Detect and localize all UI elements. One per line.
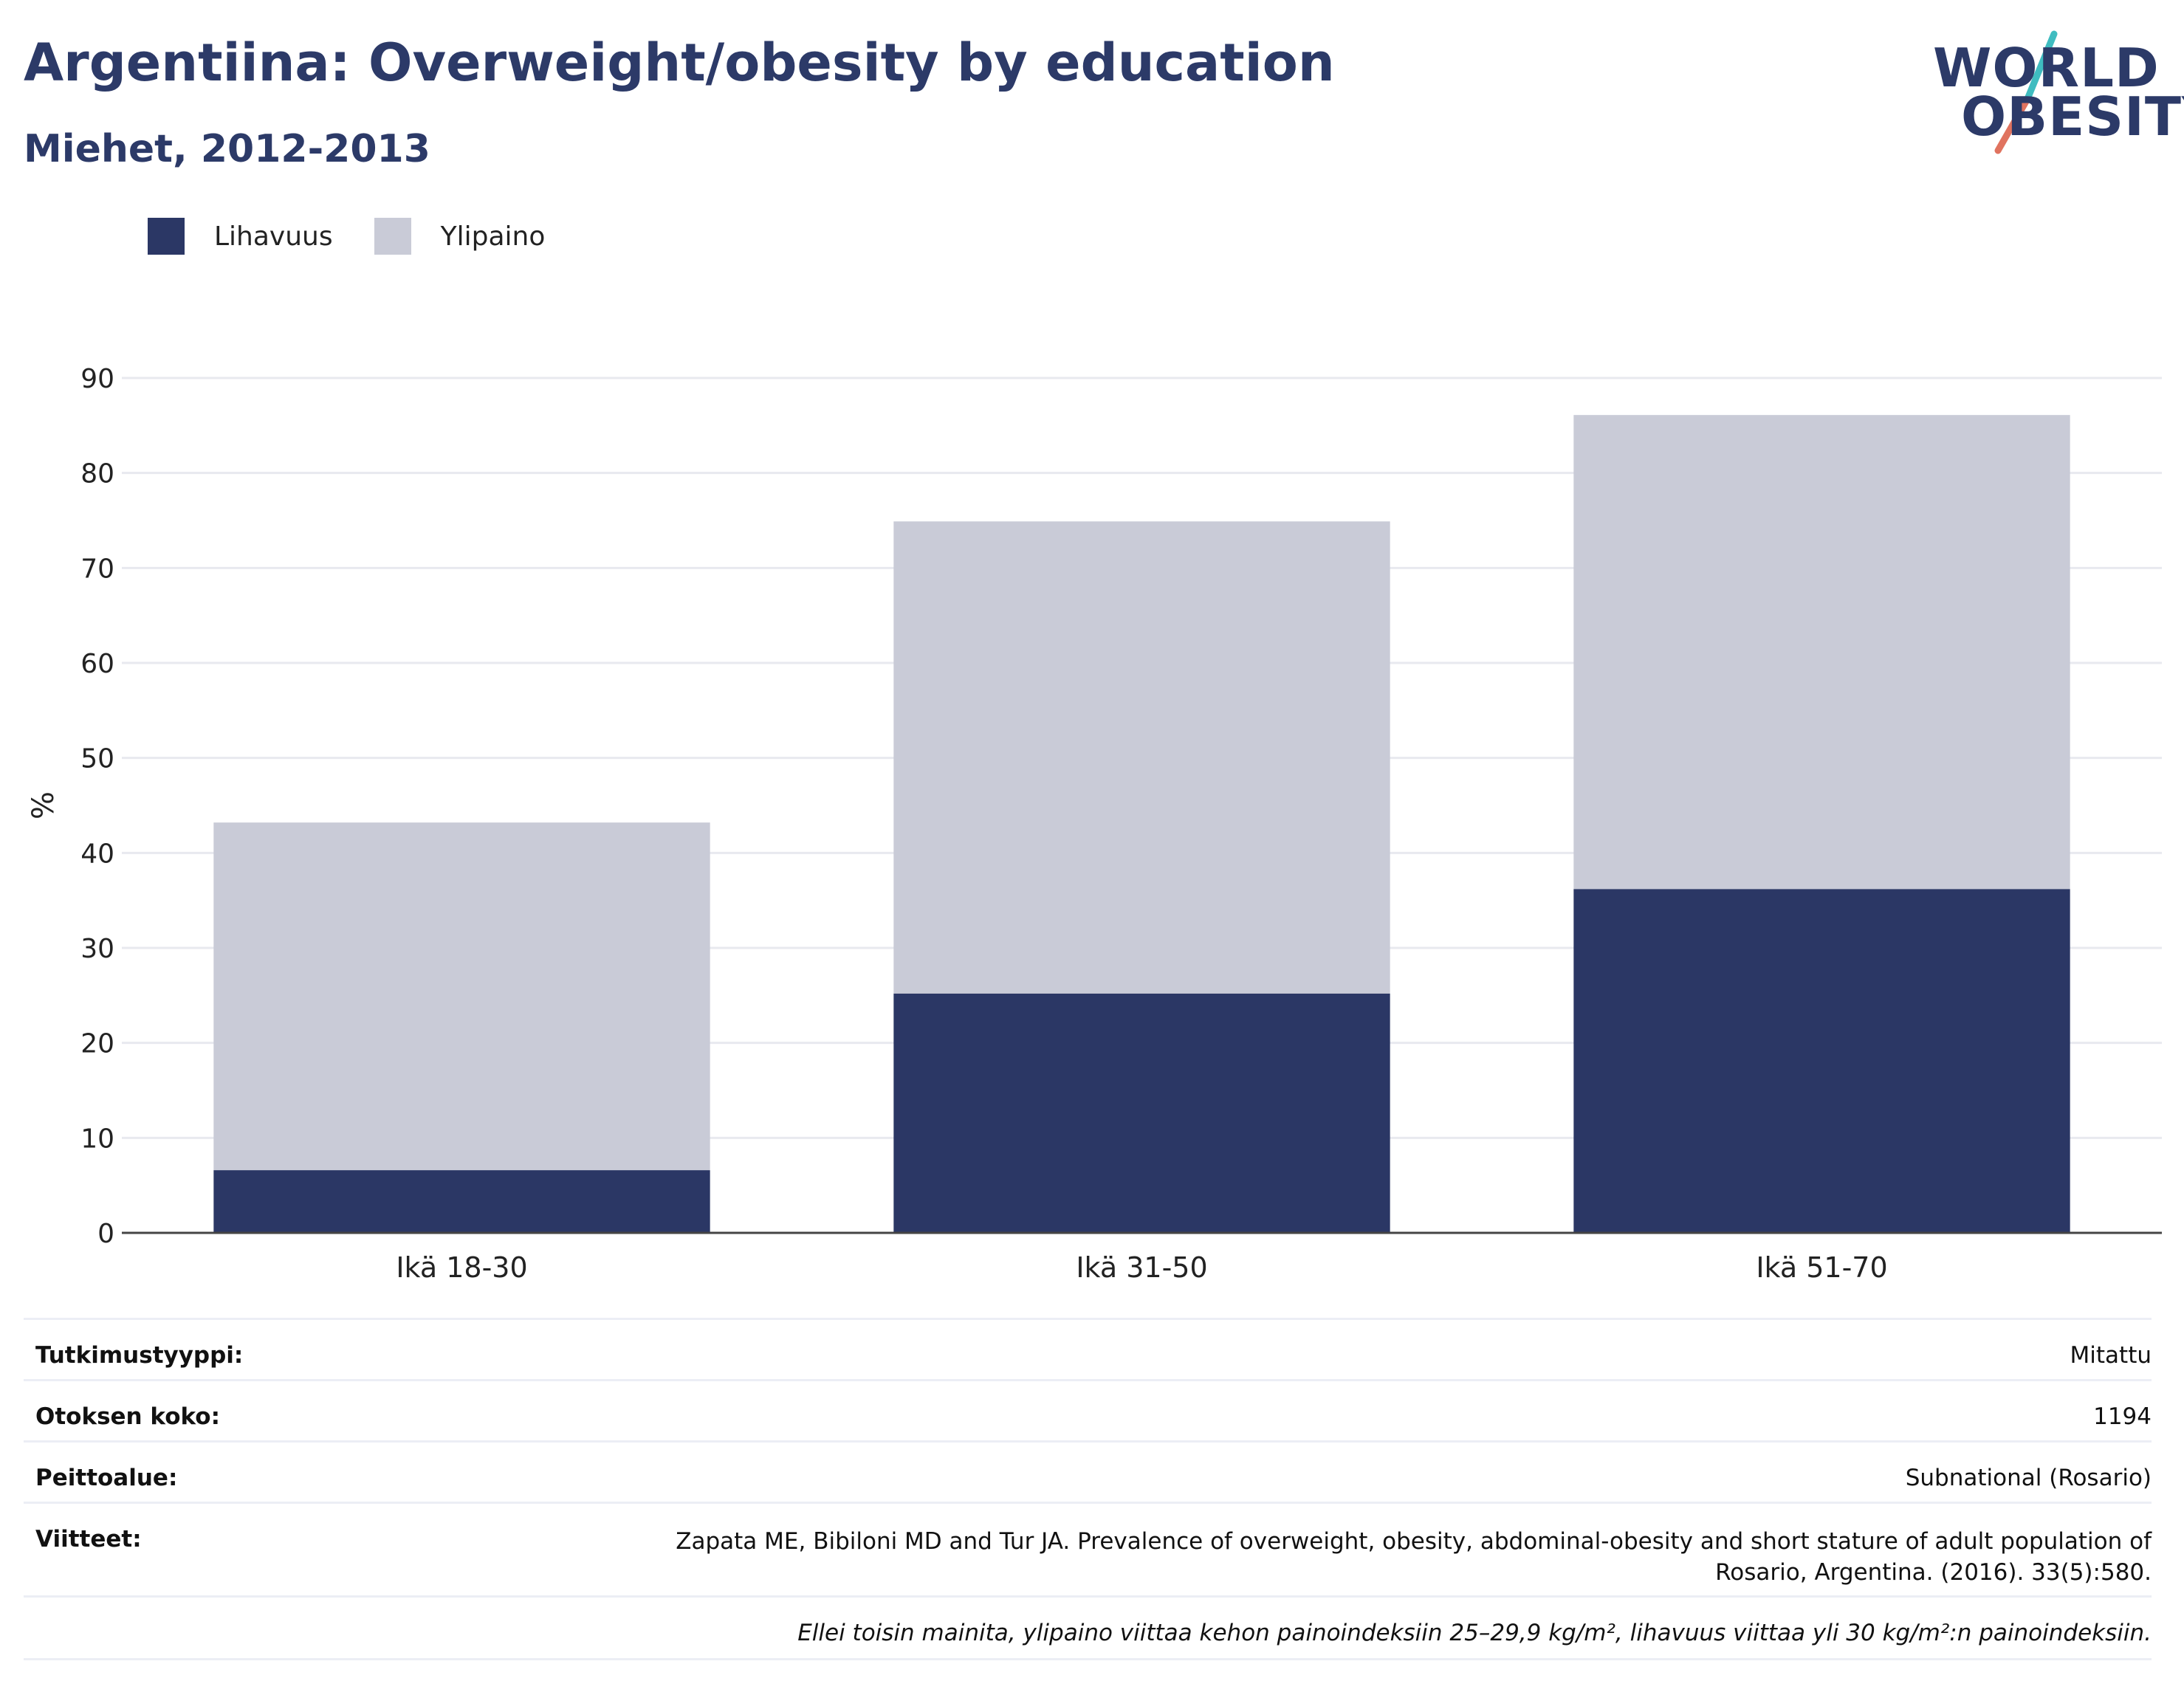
y-tick-label-0: 0 — [97, 1219, 114, 1249]
x-tick-label-2: Ikä 51-70 — [1756, 1251, 1887, 1284]
meta-reference-line-1: Zapata ME, Bibiloni MD and Tur JA. Preva… — [676, 1528, 2152, 1555]
bar-ylipaino-2 — [1573, 415, 2070, 890]
meta-value-coverage: Subnational (Rosario) — [1905, 1465, 2152, 1491]
legend-label-lihavuus: Lihavuus — [214, 221, 333, 252]
meta-key-references: Viitteet: — [35, 1526, 142, 1553]
bar-lihavuus-0 — [213, 1170, 710, 1233]
meta-reference-line-2: Rosario, Argentina. (2016). 33(5):580. — [1715, 1559, 2152, 1586]
meta-key-study-type: Tutkimustyyppi: — [35, 1342, 244, 1369]
meta-key-sample-size: Otoksen koko: — [35, 1403, 220, 1430]
meta-row-references: Viitteet: Zapata ME, Bibiloni MD and Tur… — [24, 1502, 2152, 1595]
meta-definition-note: Ellei toisin mainita, ylipaino viittaa k… — [797, 1620, 2152, 1646]
meta-row-sample-size: Otoksen koko: 1194 — [24, 1379, 2152, 1440]
meta-row-note: Ellei toisin mainita, ylipaino viittaa k… — [24, 1595, 2152, 1660]
bar-lihavuus-2 — [1573, 889, 2070, 1233]
x-tick-label-1: Ikä 31-50 — [1076, 1251, 1207, 1284]
x-tick-label-0: Ikä 18-30 — [396, 1251, 527, 1284]
chart-subtitle: Miehet, 2012-2013 — [24, 127, 430, 171]
logo-word-2: OBESITY — [1961, 86, 2184, 148]
legend: Lihavuus Ylipaino — [148, 218, 586, 255]
legend-label-ylipaino: Ylipaino — [440, 221, 546, 252]
y-tick-label-10: 10 — [80, 1124, 114, 1154]
bar-ylipaino-1 — [893, 521, 1390, 994]
legend-item-lihavuus[interactable]: Lihavuus — [148, 218, 333, 255]
y-tick-label-80: 80 — [80, 459, 114, 489]
legend-swatch-ylipaino — [374, 218, 411, 255]
y-tick-label-20: 20 — [80, 1029, 114, 1059]
y-tick-label-50: 50 — [80, 744, 114, 774]
bar-chart: 0 10 20 30 40 50 60 70 80 90% Ikä 18-30 Ikä 31-50 Ik… — [27, 364, 2162, 1284]
meta-value-study-type: Mitattu — [2070, 1342, 2152, 1369]
y-axis-label: % — [27, 791, 61, 819]
meta-value-sample-size: 1194 — [2093, 1403, 2152, 1430]
meta-value-references: Zapata ME, Bibiloni MD and Tur JA. Preva… — [676, 1526, 2152, 1588]
legend-item-ylipaino[interactable]: Ylipaino — [374, 218, 546, 255]
bar-lihavuus-1 — [893, 993, 1390, 1233]
y-tick-label-30: 30 — [80, 934, 114, 964]
y-tick-label-90: 90 — [80, 364, 114, 394]
meta-row-study-type: Tutkimustyyppi: Mitattu — [24, 1318, 2152, 1379]
logo-word-1: WORLD — [1933, 37, 2160, 99]
y-tick-label-60: 60 — [80, 649, 114, 679]
chart-title: Argentiina: Overweight/obesity by educat… — [24, 32, 1335, 93]
world-obesity-logo: WORLD OBESITY — [1920, 27, 2184, 159]
metadata-table: Tutkimustyyppi: Mitattu Otoksen koko: 11… — [24, 1318, 2152, 1660]
y-tick-label-40: 40 — [80, 839, 114, 869]
y-tick-label-70: 70 — [80, 554, 114, 584]
logo-slash-icon — [1994, 30, 2058, 154]
legend-swatch-lihavuus — [148, 218, 185, 255]
bar-ylipaino-0 — [213, 822, 710, 1171]
meta-key-coverage: Peittoalue: — [35, 1465, 178, 1491]
meta-row-coverage: Peittoalue: Subnational (Rosario) — [24, 1440, 2152, 1502]
